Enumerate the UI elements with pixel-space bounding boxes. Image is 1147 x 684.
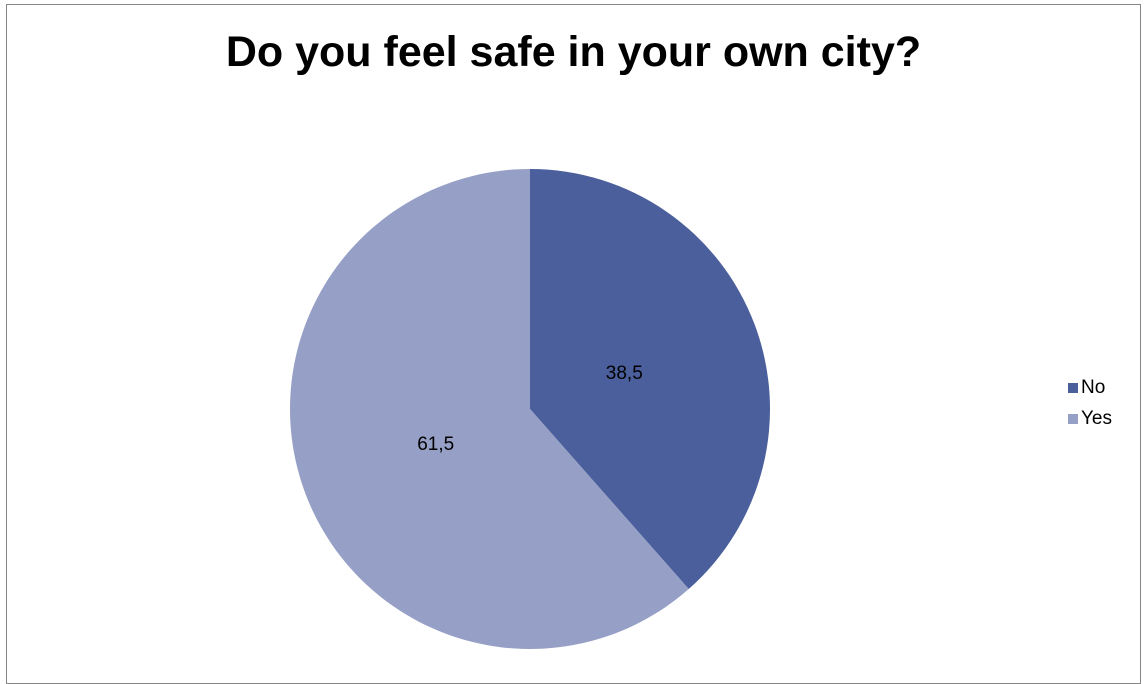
pie-slice-no [530,169,770,590]
legend-item-yes: Yes [1068,403,1112,434]
legend-swatch-no [1068,382,1078,393]
legend-label-no: No [1081,376,1106,398]
data-label-yes: 61,5 [417,434,454,455]
legend: No Yes [1068,372,1112,434]
legend-item-no: No [1068,372,1112,403]
legend-label-yes: Yes [1081,407,1112,429]
pie-data-labels: 38,5 61,5 [417,363,643,455]
data-label-no: 38,5 [606,363,643,384]
pie-slices [289,169,770,649]
chart-title: Do you feel safe in your own city? [225,28,922,76]
legend-swatch-yes [1068,413,1078,424]
pie-slice-yes [289,169,689,649]
